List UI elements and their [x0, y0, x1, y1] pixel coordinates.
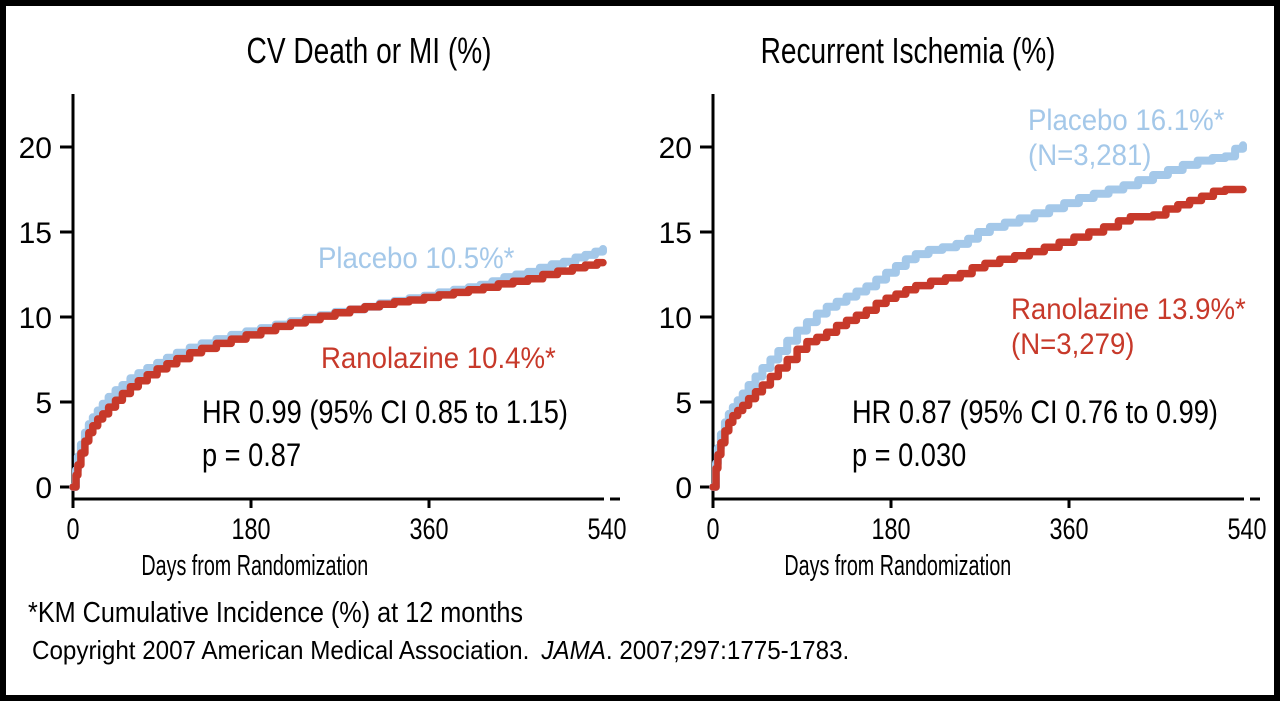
right-pvalue-annotation: p = 0.030 — [852, 438, 986, 473]
ranolazine-curve — [69, 258, 607, 491]
y-tick — [60, 315, 73, 319]
ranolazine-curve — [709, 185, 1247, 491]
x-tick — [427, 500, 431, 508]
x-tick — [889, 500, 893, 508]
chart-canvas: 0 5 10 15 20 0 180 360 540 0 5 10 15 20 0 180 360 540 — [19, 94, 1267, 546]
left-placebo-legend-text: Placebo 10.5%* — [318, 242, 515, 275]
y-tick-label: 20 — [19, 132, 52, 165]
left-xaxis-title: Days from Randomization — [55, 550, 455, 582]
x-axis-line — [73, 497, 604, 501]
y-tick — [60, 485, 73, 489]
right-hr-text: HR 0.87 (95% CI 0.76 to 0.99) — [852, 394, 1218, 430]
right-placebo-legend: Placebo 16.1%* (N=3,281) — [1028, 103, 1242, 173]
y-tick-label: 0 — [35, 472, 52, 505]
copyright-suffix: . 2007;297:1775-1783. — [605, 635, 850, 665]
y-tick — [700, 315, 713, 319]
copyright-text: Copyright 2007 American Medical Associat… — [32, 636, 849, 664]
x-axis-end-dash — [1250, 497, 1260, 501]
right-pvalue-text: p = 0.030 — [852, 437, 967, 473]
right-panel-title-text: Recurrent Ischemia (%) — [760, 30, 1056, 71]
x-tick-label: 540 — [1227, 512, 1266, 545]
y-axis-line — [711, 94, 715, 500]
y-tick — [700, 400, 713, 404]
y-tick — [700, 145, 713, 149]
left-hr-annotation: HR 0.99 (95% CI 0.85 to 1.15) — [202, 395, 632, 430]
y-axis-line — [71, 94, 75, 500]
copyright-line: Copyright 2007 American Medical Associat… — [32, 636, 911, 664]
y-tick-label: 15 — [19, 217, 52, 250]
x-tick-label: 540 — [587, 512, 626, 545]
left-pvalue-annotation: p = 0.87 — [202, 438, 319, 473]
x-tick-label: 0 — [706, 512, 719, 545]
left-placebo-legend: Placebo 10.5%* — [318, 242, 532, 275]
right-placebo-legend-text: Placebo 16.1%* — [1028, 104, 1225, 137]
y-tick — [60, 230, 73, 234]
x-tick — [1067, 500, 1071, 508]
x-tick-label: 360 — [409, 512, 448, 545]
left-hr-text: HR 0.99 (95% CI 0.85 to 1.15) — [202, 394, 568, 430]
y-tick-label: 10 — [659, 302, 692, 335]
x-tick-label: 180 — [871, 512, 910, 545]
left-ranolazine-legend-text: Ranolazine 10.4%* — [321, 342, 556, 375]
y-tick — [700, 485, 713, 489]
y-tick-label: 5 — [35, 387, 52, 420]
left-ranolazine-legend: Ranolazine 10.4%* — [321, 342, 576, 375]
footnote: *KM Cumulative Incidence (%) at 12 month… — [28, 597, 597, 629]
y-tick-label: 10 — [19, 302, 52, 335]
x-tick — [249, 500, 253, 508]
right-panel-title: Recurrent Ischemia (%) — [708, 30, 1108, 71]
y-tick — [60, 145, 73, 149]
y-tick — [60, 400, 73, 404]
y-tick — [700, 230, 713, 234]
journal-name: JAMA — [541, 635, 606, 665]
left-panel-title: CV Death or MI (%) — [169, 30, 569, 71]
right-hr-annotation: HR 0.87 (95% CI 0.76 to 0.99) — [852, 394, 1274, 430]
right-ranolazine-n-text: (N=3,279) — [1011, 328, 1135, 361]
y-tick-label: 5 — [675, 387, 692, 420]
right-xaxis-title: Days from Randomization — [698, 550, 1098, 582]
x-tick-label: 0 — [66, 512, 79, 545]
left-panel-title-text: CV Death or MI (%) — [246, 30, 492, 71]
y-tick-label: 0 — [675, 472, 692, 505]
x-tick-label: 360 — [1049, 512, 1088, 545]
right-ranolazine-legend: Ranolazine 13.9%* (N=3,279) — [1011, 292, 1266, 362]
left-pvalue-text: p = 0.87 — [202, 437, 302, 473]
right-placebo-n-text: (N=3,281) — [1028, 139, 1152, 172]
placebo-curve — [709, 141, 1247, 491]
copyright-prefix: Copyright 2007 American Medical Associat… — [32, 635, 530, 665]
x-axis-line — [713, 497, 1244, 501]
x-axis-end-dash — [610, 497, 620, 501]
x-tick-label: 180 — [231, 512, 270, 545]
y-tick-label: 20 — [659, 132, 692, 165]
left-xaxis-title-text: Days from Randomization — [141, 550, 369, 582]
right-xaxis-title-text: Days from Randomization — [784, 550, 1012, 582]
y-tick-label: 15 — [659, 217, 692, 250]
x-tick — [71, 500, 75, 508]
x-tick — [711, 500, 715, 508]
right-ranolazine-legend-text: Ranolazine 13.9%* — [1011, 293, 1246, 326]
footnote-text: *KM Cumulative Incidence (%) at 12 month… — [28, 597, 524, 629]
